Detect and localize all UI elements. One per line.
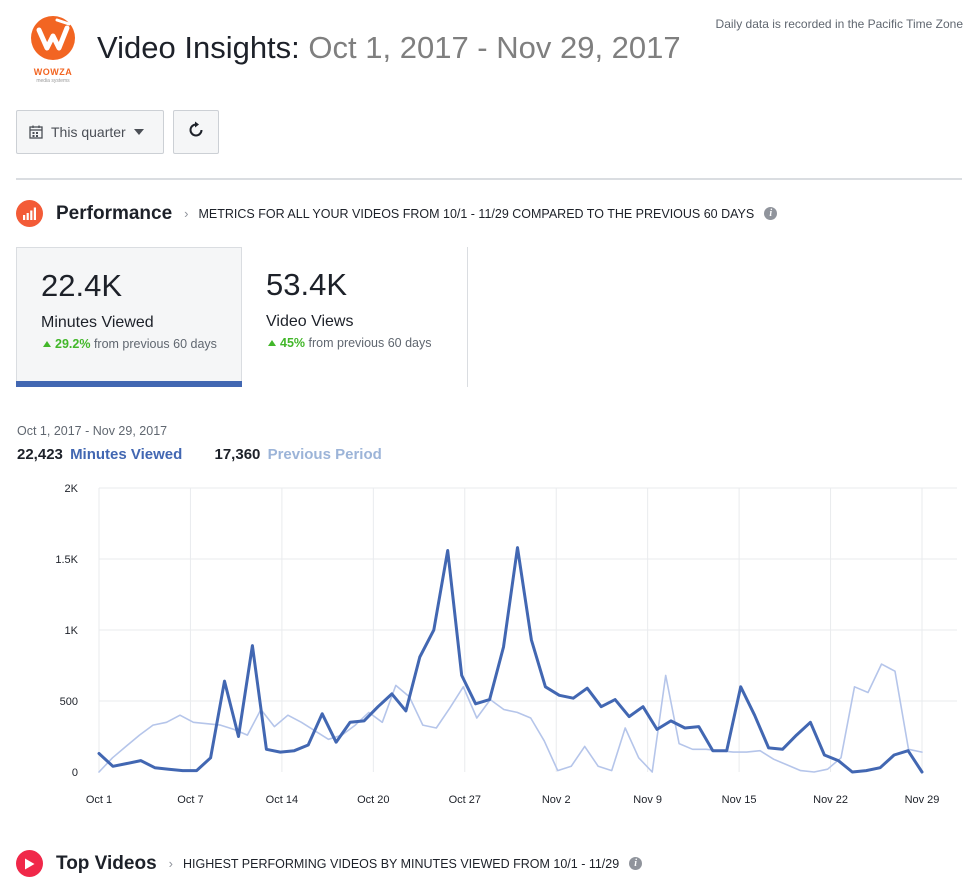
refresh-button[interactable] <box>173 110 219 154</box>
y-tick-label: 500 <box>60 696 78 708</box>
chevron-right-icon: › <box>184 206 189 221</box>
top-videos-title[interactable]: Top Videos <box>56 852 157 874</box>
chart-period: Oct 1, 2017 - Nov 29, 2017 <box>17 424 168 438</box>
y-tick-label: 1.5K <box>55 554 78 566</box>
chevron-right-icon: › <box>168 856 173 871</box>
logo-subtext: media systems <box>36 78 70 84</box>
metric-card-minutes-viewed[interactable]: 22.4K Minutes Viewed 29.2% from previous… <box>16 247 242 387</box>
metric-label: Minutes Viewed <box>41 314 154 331</box>
x-tick-label: Oct 27 <box>449 794 481 806</box>
metric-value: 53.4K <box>266 267 348 302</box>
x-tick-label: Nov 29 <box>905 794 940 806</box>
info-icon[interactable]: i <box>764 207 778 220</box>
performance-title[interactable]: Performance <box>56 202 173 224</box>
metric-change-suffix: from previous 60 days <box>308 336 432 350</box>
minutes-viewed-chart: 0 500 1K 1.5K 2K Oct 1 Oct 7 Oct 14 Oct 20 Oct 27… <box>55 483 957 806</box>
wowza-logo-icon <box>31 16 75 60</box>
performance-subtitle: METRICS FOR ALL YOUR VIDEOS FROM 10/1 - … <box>198 206 755 221</box>
refresh-icon <box>187 121 205 144</box>
logo-text: WOWZA <box>33 67 73 77</box>
performance-header: Performance › METRICS FOR ALL YOUR VIDEO… <box>16 200 778 227</box>
header-divider <box>16 178 962 180</box>
metric-label: Video Views <box>266 313 354 330</box>
play-icon <box>16 850 43 877</box>
x-tick-label: Nov 2 <box>542 794 571 806</box>
wowza-logo: WOWZA media systems <box>27 14 79 84</box>
date-range-dropdown[interactable]: This quarter <box>16 110 164 154</box>
title-date-range: Oct 1, 2017 - Nov 29, 2017 <box>308 30 681 65</box>
series-line-minutes-viewed <box>97 546 924 774</box>
chevron-down-icon <box>133 129 144 135</box>
top-videos-subtitle: HIGHEST PERFORMING VIDEOS BY MINUTES VIE… <box>182 856 620 871</box>
page-title: Video Insights: Oct 1, 2017 - Nov 29, 20… <box>97 30 681 66</box>
up-arrow-icon <box>268 340 276 347</box>
metric-change-value: 45% <box>280 336 306 350</box>
performance-icon <box>16 200 43 227</box>
x-tick-label: Oct 7 <box>177 794 203 806</box>
current-total: 22,423 <box>17 446 63 463</box>
up-arrow-icon <box>43 341 51 348</box>
y-tick-label: 0 <box>72 767 78 779</box>
info-icon[interactable]: i <box>629 857 643 870</box>
metric-change-value: 29.2% <box>55 337 91 351</box>
chart-summary: 22,423 Minutes Viewed 17,360 Previous Pe… <box>17 446 382 463</box>
timezone-note: Daily data is recorded in the Pacific Ti… <box>715 17 963 31</box>
previous-legend[interactable]: Previous Period <box>267 446 382 463</box>
top-videos-header: Top Videos › HIGHEST PERFORMING VIDEOS B… <box>16 850 643 877</box>
metric-change: 45% from previous 60 days <box>266 334 443 353</box>
series-line-previous-period <box>98 663 923 773</box>
x-tick-label: Nov 15 <box>722 794 757 806</box>
metric-change-suffix: from previous 60 days <box>93 337 217 351</box>
metric-card-video-views[interactable]: 53.4K Video Views 45% from previous 60 d… <box>242 247 468 387</box>
x-tick-label: Oct 1 <box>86 794 112 806</box>
date-range-label: This quarter <box>51 124 126 140</box>
previous-total: 17,360 <box>214 446 261 463</box>
x-tick-label: Oct 20 <box>357 794 389 806</box>
selected-indicator <box>16 381 242 387</box>
y-tick-label: 1K <box>65 625 79 637</box>
metric-value: 22.4K <box>41 268 123 303</box>
calendar-icon <box>29 125 43 139</box>
metric-change: 29.2% from previous 60 days <box>41 335 217 354</box>
x-tick-label: Oct 14 <box>266 794 298 806</box>
current-legend[interactable]: Minutes Viewed <box>70 446 183 463</box>
title-label: Video Insights: <box>97 30 300 65</box>
x-tick-label: Nov 9 <box>633 794 662 806</box>
y-tick-label: 2K <box>65 483 79 495</box>
x-tick-label: Nov 22 <box>813 794 848 806</box>
